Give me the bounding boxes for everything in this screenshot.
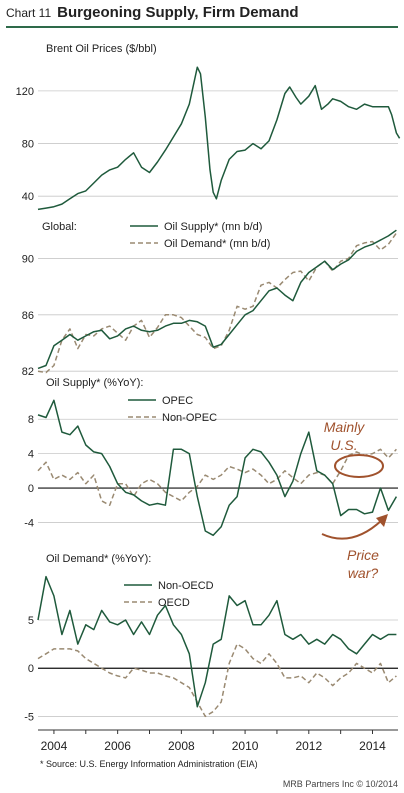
panel-title: Oil Demand* (%YoY):	[46, 553, 151, 565]
legend-label: OPEC	[162, 395, 193, 407]
x-tick-label: 2010	[232, 739, 259, 753]
legend-label: Non-OECD	[158, 580, 214, 592]
annotation-mainly: Mainly	[324, 419, 365, 435]
panel-title: Global:	[42, 221, 77, 233]
y-tick-label: 0	[28, 483, 34, 495]
y-tick-label: -5	[24, 711, 34, 723]
y-tick-label: 80	[22, 139, 34, 151]
x-tick-label: 2004	[41, 739, 68, 753]
y-tick-label: 40	[22, 191, 34, 203]
title-rule	[6, 26, 398, 28]
series-line-oecd	[37, 643, 397, 718]
y-tick-label: 8	[28, 414, 34, 426]
panel-title: Oil Supply* (%YoY):	[46, 377, 143, 389]
y-tick-label: 90	[22, 253, 34, 265]
annotation-arrowhead	[376, 514, 388, 527]
series-line-non-oecd	[37, 575, 397, 708]
annotation-us: U.S.	[330, 437, 357, 453]
y-tick-label: 5	[28, 615, 34, 627]
series-line-non-opec	[37, 448, 397, 506]
credit-line: MRB Partners Inc © 10/2014	[283, 779, 398, 789]
x-tick-label: 2006	[104, 739, 131, 753]
y-tick-label: 4	[28, 449, 34, 461]
y-tick-label: 120	[16, 86, 34, 98]
x-tick-label: 2008	[168, 739, 195, 753]
source-note: * Source: U.S. Energy Information Admini…	[40, 759, 258, 769]
x-tick-label: 2014	[359, 739, 386, 753]
y-tick-label: 0	[28, 663, 34, 675]
legend-label: Non-OPEC	[162, 412, 217, 424]
annotation-curve	[321, 519, 383, 540]
legend-label: Oil Supply* (mn b/d)	[164, 221, 262, 233]
legend-label: OECD	[158, 597, 190, 609]
annotation-ellipse	[334, 454, 384, 478]
panel-title: Brent Oil Prices ($/bbl)	[46, 43, 157, 55]
series-line-oil-demand-mn-b-d	[37, 232, 398, 374]
annotation-price: Price	[347, 547, 379, 563]
y-tick-label: -4	[24, 517, 34, 529]
y-tick-label: 86	[22, 310, 34, 322]
annotation-war: war?	[348, 565, 379, 581]
series-line-oil-supply-mn-b-d	[37, 229, 397, 370]
legend-label: Oil Demand* (mn b/d)	[164, 238, 270, 250]
x-tick-label: 2012	[295, 739, 322, 753]
chart-heading: Burgeoning Supply, Firm Demand	[57, 4, 299, 21]
chart-number-label: Chart 11	[6, 6, 52, 20]
chart-title: Chart 11 Burgeoning Supply, Firm Demand	[6, 4, 299, 21]
series-line-opec	[37, 399, 398, 537]
y-tick-label: 82	[22, 366, 34, 378]
series-line-brent	[37, 66, 401, 211]
